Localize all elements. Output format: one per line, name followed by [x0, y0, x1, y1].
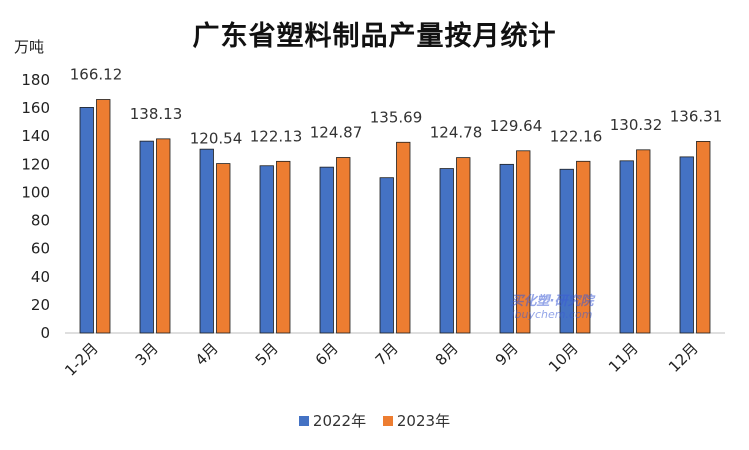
y-tick-label: 0 — [40, 324, 50, 342]
bar-2023年-7月 — [396, 141, 411, 334]
bar-2023年-3月 — [156, 138, 171, 334]
x-tick-label: 10月 — [545, 339, 582, 376]
x-tick-label: 9月 — [492, 339, 522, 369]
bar-2023年-6月 — [336, 157, 351, 334]
bar-2022年-5月 — [259, 165, 274, 334]
y-tick-label: 120 — [21, 155, 50, 173]
bar-2022年-1-2月 — [79, 107, 94, 334]
bar-2023年-5月 — [276, 160, 291, 334]
y-tick-label: 140 — [21, 127, 50, 145]
x-tick-label: 4月 — [192, 339, 222, 369]
y-tick-label: 160 — [21, 99, 50, 117]
y-tick-label: 100 — [21, 183, 50, 201]
y-axis-unit-label: 万吨 — [14, 38, 45, 56]
chart-title: 广东省塑料制品产量按月统计 — [192, 21, 557, 52]
data-label: 124.87 — [310, 123, 363, 141]
data-label: 166.12 — [70, 66, 123, 84]
bar-2022年-11月 — [619, 160, 634, 334]
legend-item-2022: 2022年 — [298, 410, 367, 431]
x-tick-label: 1-2月 — [61, 339, 102, 380]
y-tick-label: 20 — [31, 296, 50, 314]
legend-label-2022: 2022年 — [312, 412, 367, 430]
data-label: 120.54 — [190, 130, 243, 148]
legend-label-2023: 2023年 — [396, 412, 451, 430]
bar-2022年-12月 — [679, 156, 694, 334]
y-tick-label: 40 — [31, 268, 50, 286]
bar-2023年-10月 — [576, 160, 591, 334]
data-label: 124.78 — [430, 124, 483, 142]
data-label: 122.13 — [250, 127, 303, 145]
y-tick-label: 60 — [31, 240, 50, 258]
bar-2022年-6月 — [319, 166, 334, 334]
x-tick-label: 8月 — [432, 339, 462, 369]
x-tick-label: 3月 — [132, 339, 162, 369]
data-label: 138.13 — [130, 105, 183, 123]
legend-swatch-2023 — [382, 415, 393, 426]
watermark-cn: 买化塑·研究院 — [510, 294, 594, 309]
bar-2022年-3月 — [139, 140, 154, 334]
y-tick-label: 180 — [21, 71, 50, 89]
bar-2023年-11月 — [636, 149, 651, 334]
bar-2023年-1-2月 — [96, 99, 111, 334]
bar-2023年-12月 — [696, 141, 711, 334]
data-label: 130.32 — [610, 116, 663, 134]
bar-2023年-4月 — [216, 163, 231, 334]
legend-swatch-2022 — [298, 415, 309, 426]
bar-2022年-10月 — [559, 168, 574, 334]
bar-2022年-4月 — [199, 148, 214, 334]
data-label: 129.64 — [490, 117, 543, 135]
x-tick-label: 12月 — [665, 339, 702, 376]
bar-2022年-7月 — [379, 177, 394, 334]
y-tick-label: 80 — [31, 212, 50, 230]
data-label: 135.69 — [370, 108, 423, 126]
bar-2022年-8月 — [439, 168, 454, 334]
legend-item-2023: 2023年 — [382, 410, 451, 431]
watermark-en: ibuychem.com — [511, 308, 593, 322]
bar-2022年-9月 — [499, 163, 514, 334]
x-tick-label: 6月 — [312, 339, 342, 369]
chart-legend: 2022年 2023年 — [0, 410, 749, 431]
x-tick-label: 5月 — [252, 339, 282, 369]
data-label: 136.31 — [670, 107, 723, 125]
data-label: 122.16 — [550, 127, 603, 145]
watermark-logo: 买化塑·研究院 ibuychem.com — [502, 294, 602, 322]
bar-2023年-9月 — [516, 150, 531, 334]
x-tick-label: 7月 — [372, 339, 402, 369]
x-tick-label: 11月 — [605, 339, 642, 376]
bar-2023年-8月 — [456, 157, 471, 334]
